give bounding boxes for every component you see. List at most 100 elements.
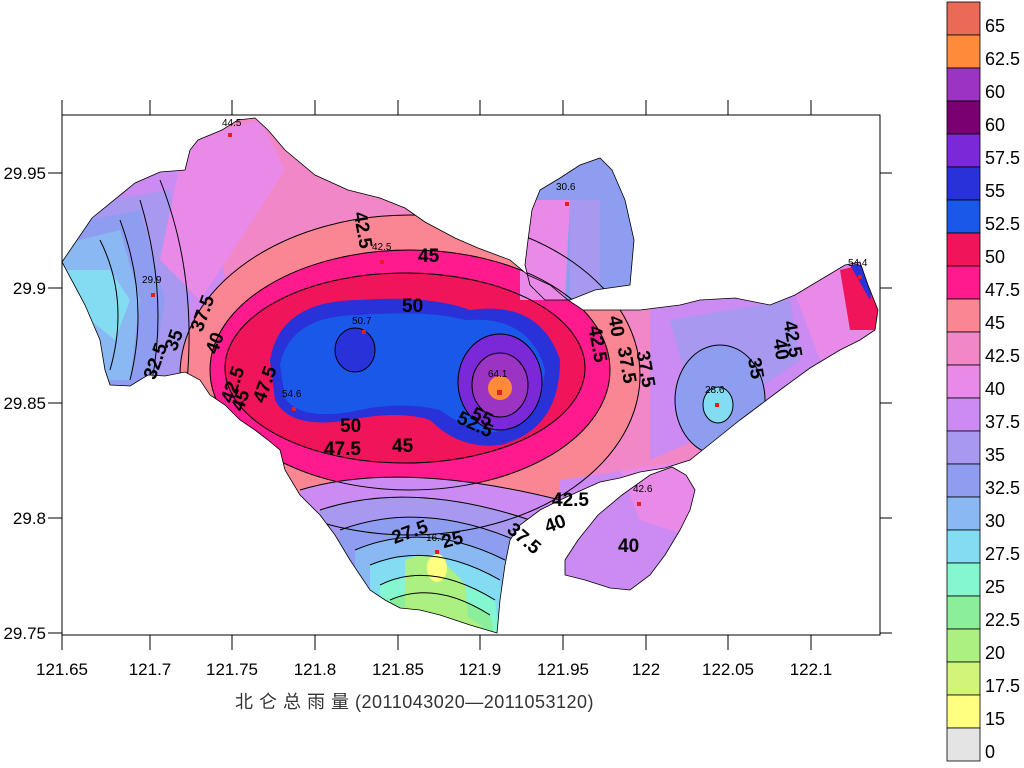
station-label: 16.7 xyxy=(426,533,446,544)
x-tick-label: 121.65 xyxy=(36,660,88,679)
map-caption: 北 仑 总 雨 量 (2011043020—2011053120) xyxy=(235,692,594,712)
y-tick-label: 29.75 xyxy=(3,624,46,643)
contour-label: 45 xyxy=(418,246,440,267)
legend-swatch xyxy=(946,562,981,597)
contour-label: 40 xyxy=(603,314,627,338)
legend-swatch xyxy=(946,34,981,69)
legend-swatch xyxy=(946,661,981,696)
legend-label: 55 xyxy=(985,181,1005,201)
legend-swatch xyxy=(946,463,981,498)
legend-label: 65 xyxy=(985,16,1005,36)
station-label: 54.4 xyxy=(848,258,868,269)
contour-label: 40 xyxy=(618,536,639,557)
y-axis-labels: 29.95 29.9 29.85 29.8 29.75 xyxy=(3,164,46,643)
legend-label: 60 xyxy=(985,82,1005,102)
legend-swatch xyxy=(946,595,981,630)
legend-label: 22.5 xyxy=(985,610,1020,630)
legend-swatch xyxy=(946,364,981,399)
x-tick-label: 121.8 xyxy=(294,660,337,679)
legend-swatch xyxy=(946,67,981,102)
legend-swatch xyxy=(946,529,981,564)
x-tick-label: 121.9 xyxy=(459,660,502,679)
contour-label: 50 xyxy=(340,416,361,437)
legend-swatch xyxy=(946,496,981,531)
legend-swatch xyxy=(946,430,981,465)
coastline xyxy=(61,117,879,634)
legend-swatch xyxy=(946,166,981,201)
legend-label: 0 xyxy=(985,742,995,762)
x-tick-label: 121.85 xyxy=(372,660,424,679)
color-legend: 65 62.5 60 60 57.5 55 52.5 50 47.5 45 42.5 40 37.5 35… xyxy=(946,1,1020,762)
y-tick-label: 29.95 xyxy=(3,164,46,183)
legend-label: 45 xyxy=(985,313,1005,333)
legend-label: 15 xyxy=(985,709,1005,729)
legend-swatch xyxy=(946,331,981,366)
station-label: 44.5 xyxy=(222,118,242,129)
legend-swatch xyxy=(946,199,981,234)
x-tick-label: 121.7 xyxy=(129,660,172,679)
station-marker-icon xyxy=(497,390,502,395)
legend-label: 52.5 xyxy=(985,214,1020,234)
station-label: 54.6 xyxy=(282,389,302,400)
contour-label: 47.5 xyxy=(324,439,361,460)
legend-swatch xyxy=(946,298,981,333)
station-label: 29.9 xyxy=(142,275,162,286)
legend-label: 37.5 xyxy=(985,412,1020,432)
y-tick-label: 29.8 xyxy=(13,509,46,528)
station-label: 64.1 xyxy=(488,369,508,380)
y-tick-label: 29.9 xyxy=(13,279,46,298)
contour-label: 45 xyxy=(392,436,414,457)
station-marker-icon xyxy=(858,275,862,279)
station-marker-icon xyxy=(292,407,296,411)
legend-label: 35 xyxy=(985,445,1005,465)
legend-swatch xyxy=(946,133,981,168)
legend-swatch xyxy=(946,232,981,267)
x-tick-label: 122 xyxy=(632,660,660,679)
station-marker-icon xyxy=(362,330,366,334)
station-marker-icon xyxy=(151,293,155,297)
legend-label: 60 xyxy=(985,115,1005,135)
station-marker-icon xyxy=(380,260,384,264)
station-marker-icon xyxy=(565,202,569,206)
x-tick-label: 122.05 xyxy=(702,660,754,679)
legend-swatch xyxy=(946,727,981,762)
legend-label: 40 xyxy=(985,379,1005,399)
station-marker-icon xyxy=(228,133,232,137)
station-label: 28.6 xyxy=(705,385,725,396)
contour-label: 35 xyxy=(743,356,767,381)
station-label: 50.7 xyxy=(352,316,372,327)
legend-swatch xyxy=(946,694,981,729)
x-tick-label: 121.75 xyxy=(206,660,258,679)
legend-label: 25 xyxy=(985,577,1005,597)
legend-label: 47.5 xyxy=(985,280,1020,300)
station-label: 42.5 xyxy=(372,242,392,253)
legend-swatch xyxy=(946,100,981,135)
legend-label: 50 xyxy=(985,247,1005,267)
x-axis-labels: 121.65 121.7 121.75 121.8 121.85 121.9 1… xyxy=(36,660,832,679)
legend-label: 57.5 xyxy=(985,148,1020,168)
legend-swatch xyxy=(946,265,981,300)
station-label: 30.6 xyxy=(556,182,576,193)
legend-label: 42.5 xyxy=(985,346,1020,366)
legend-swatch xyxy=(946,1,981,36)
station-label: 42.6 xyxy=(633,484,653,495)
legend-label: 30 xyxy=(985,511,1005,531)
legend-label: 27.5 xyxy=(985,544,1020,564)
contour-label: 42.5 xyxy=(552,490,589,511)
station-marker-icon xyxy=(715,403,719,407)
y-tick-label: 29.85 xyxy=(3,394,46,413)
axis-ticks xyxy=(48,100,892,650)
legend-label: 62.5 xyxy=(985,49,1020,69)
x-tick-label: 121.95 xyxy=(537,660,589,679)
legend-label: 20 xyxy=(985,643,1005,663)
legend-swatch xyxy=(946,628,981,663)
legend-label: 17.5 xyxy=(985,676,1020,696)
contour-label: 40 xyxy=(768,337,792,361)
station-marker-icon xyxy=(637,502,641,506)
x-tick-label: 122.1 xyxy=(790,660,833,679)
legend-label: 32.5 xyxy=(985,478,1020,498)
station-marker-icon xyxy=(435,550,439,554)
contour-label: 50 xyxy=(402,296,423,317)
contour-lines xyxy=(99,179,766,616)
